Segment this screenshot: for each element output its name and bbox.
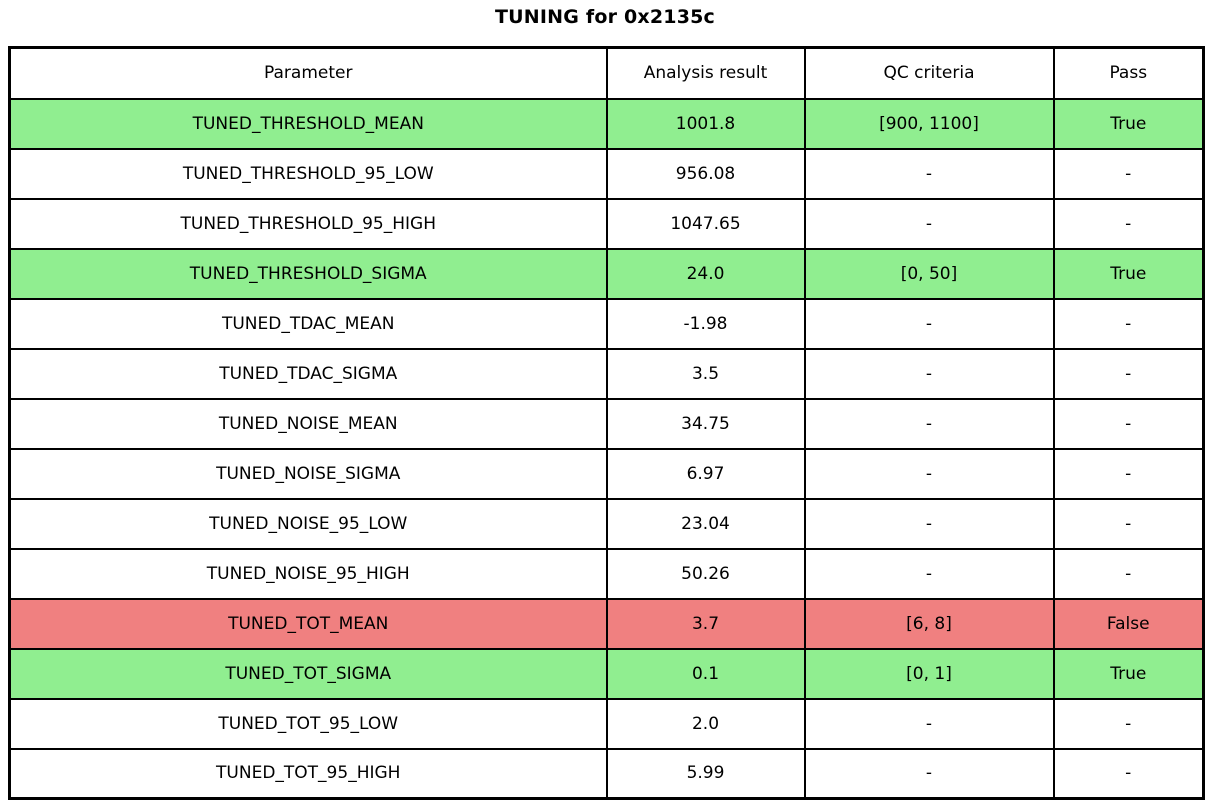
cell-qc-criteria: - [803,547,1055,600]
cell-parameter: TUNED_THRESHOLD_MEAN [8,97,608,150]
cell-qc-criteria: [6, 8] [803,597,1055,650]
cell-pass: - [1052,347,1205,400]
cell-parameter: TUNED_TDAC_SIGMA [8,347,608,400]
table-header: Parameter Analysis result QC criteria Pa… [8,46,1205,100]
cell-analysis-result: 24.0 [605,247,806,300]
cell-qc-criteria: - [803,397,1055,450]
cell-analysis-result: 3.5 [605,347,806,400]
cell-pass: False [1052,597,1205,650]
cell-analysis-result: 956.08 [605,147,806,200]
cell-qc-criteria: - [803,697,1055,750]
table-row: TUNED_TOT_MEAN 3.7 [6, 8] False [8,597,1205,650]
cell-pass: - [1052,497,1205,550]
cell-parameter: TUNED_TOT_95_HIGH [8,747,608,800]
cell-analysis-result: 1047.65 [605,197,806,250]
column-header-qc-criteria: QC criteria [803,46,1055,100]
cell-analysis-result: 0.1 [605,647,806,700]
table-body: TUNED_THRESHOLD_MEAN 1001.8 [900, 1100] Tru… [8,97,1205,800]
cell-qc-criteria: - [803,497,1055,550]
cell-parameter: TUNED_NOISE_MEAN [8,397,608,450]
table-row: TUNED_TOT_SIGMA 0.1 [0, 1] True [8,647,1205,700]
cell-parameter: TUNED_NOISE_95_HIGH [8,547,608,600]
cell-analysis-result: 34.75 [605,397,806,450]
cell-pass: - [1052,147,1205,200]
cell-qc-criteria: - [803,297,1055,350]
cell-analysis-result: 5.99 [605,747,806,800]
table-row: TUNED_TDAC_MEAN -1.98- - [8,297,1205,350]
cell-qc-criteria: [0, 50] [803,247,1055,300]
table-row: TUNED_THRESHOLD_95_LOW 956.08- - [8,147,1205,200]
column-header-parameter: Parameter [8,46,608,100]
qc-results-table: Parameter Analysis result QC criteria Pa… [8,46,1205,800]
cell-pass: - [1052,397,1205,450]
cell-pass: True [1052,247,1205,300]
table-row: TUNED_NOISE_SIGMA 6.97- - [8,447,1205,500]
header-row: Parameter Analysis result QC criteria Pa… [8,46,1205,100]
cell-analysis-result: 6.97 [605,447,806,500]
cell-pass: - [1052,747,1205,800]
cell-pass: - [1052,547,1205,600]
cell-parameter: TUNED_THRESHOLD_95_LOW [8,147,608,200]
cell-pass: True [1052,647,1205,700]
cell-analysis-result: 1001.8 [605,97,806,150]
cell-parameter: TUNED_TDAC_MEAN [8,297,608,350]
cell-parameter: TUNED_TOT_SIGMA [8,647,608,700]
cell-qc-criteria: [0, 1] [803,647,1055,700]
cell-qc-criteria: - [803,747,1055,800]
cell-parameter: TUNED_TOT_95_LOW [8,697,608,750]
cell-qc-criteria: [900, 1100] [803,97,1055,150]
cell-analysis-result: 23.04 [605,497,806,550]
cell-qc-criteria: - [803,447,1055,500]
cell-pass: - [1052,697,1205,750]
table-row: TUNED_NOISE_MEAN 34.75- - [8,397,1205,450]
cell-parameter: TUNED_THRESHOLD_SIGMA [8,247,608,300]
cell-pass: - [1052,447,1205,500]
cell-analysis-result: 50.26 [605,547,806,600]
column-header-analysis-result: Analysis result [605,46,806,100]
cell-parameter: TUNED_TOT_MEAN [8,597,608,650]
table-row: TUNED_THRESHOLD_SIGMA 24.0 [0, 50] True [8,247,1205,300]
table-row: TUNED_THRESHOLD_95_HIGH 1047.65- - [8,197,1205,250]
table-row: TUNED_TOT_95_LOW 2.0- - [8,697,1205,750]
cell-analysis-result: -1.98 [605,297,806,350]
cell-qc-criteria: - [803,197,1055,250]
page-title: TUNING for 0x2135c [495,6,715,28]
table-row: TUNED_THRESHOLD_MEAN 1001.8 [900, 1100] Tru… [8,97,1205,150]
table-row: TUNED_TDAC_SIGMA 3.5- - [8,347,1205,400]
table-row: TUNED_NOISE_95_LOW 23.04- - [8,497,1205,550]
cell-parameter: TUNED_NOISE_SIGMA [8,447,608,500]
column-header-pass: Pass [1052,46,1205,100]
table-row: TUNED_NOISE_95_HIGH 50.26- - [8,547,1205,600]
cell-qc-criteria: - [803,147,1055,200]
cell-pass: True [1052,97,1205,150]
cell-parameter: TUNED_THRESHOLD_95_HIGH [8,197,608,250]
cell-parameter: TUNED_NOISE_95_LOW [8,497,608,550]
cell-qc-criteria: - [803,347,1055,400]
cell-analysis-result: 2.0 [605,697,806,750]
cell-pass: - [1052,197,1205,250]
cell-pass: - [1052,297,1205,350]
table-row: TUNED_TOT_95_HIGH 5.99- - [8,747,1205,800]
cell-analysis-result: 3.7 [605,597,806,650]
